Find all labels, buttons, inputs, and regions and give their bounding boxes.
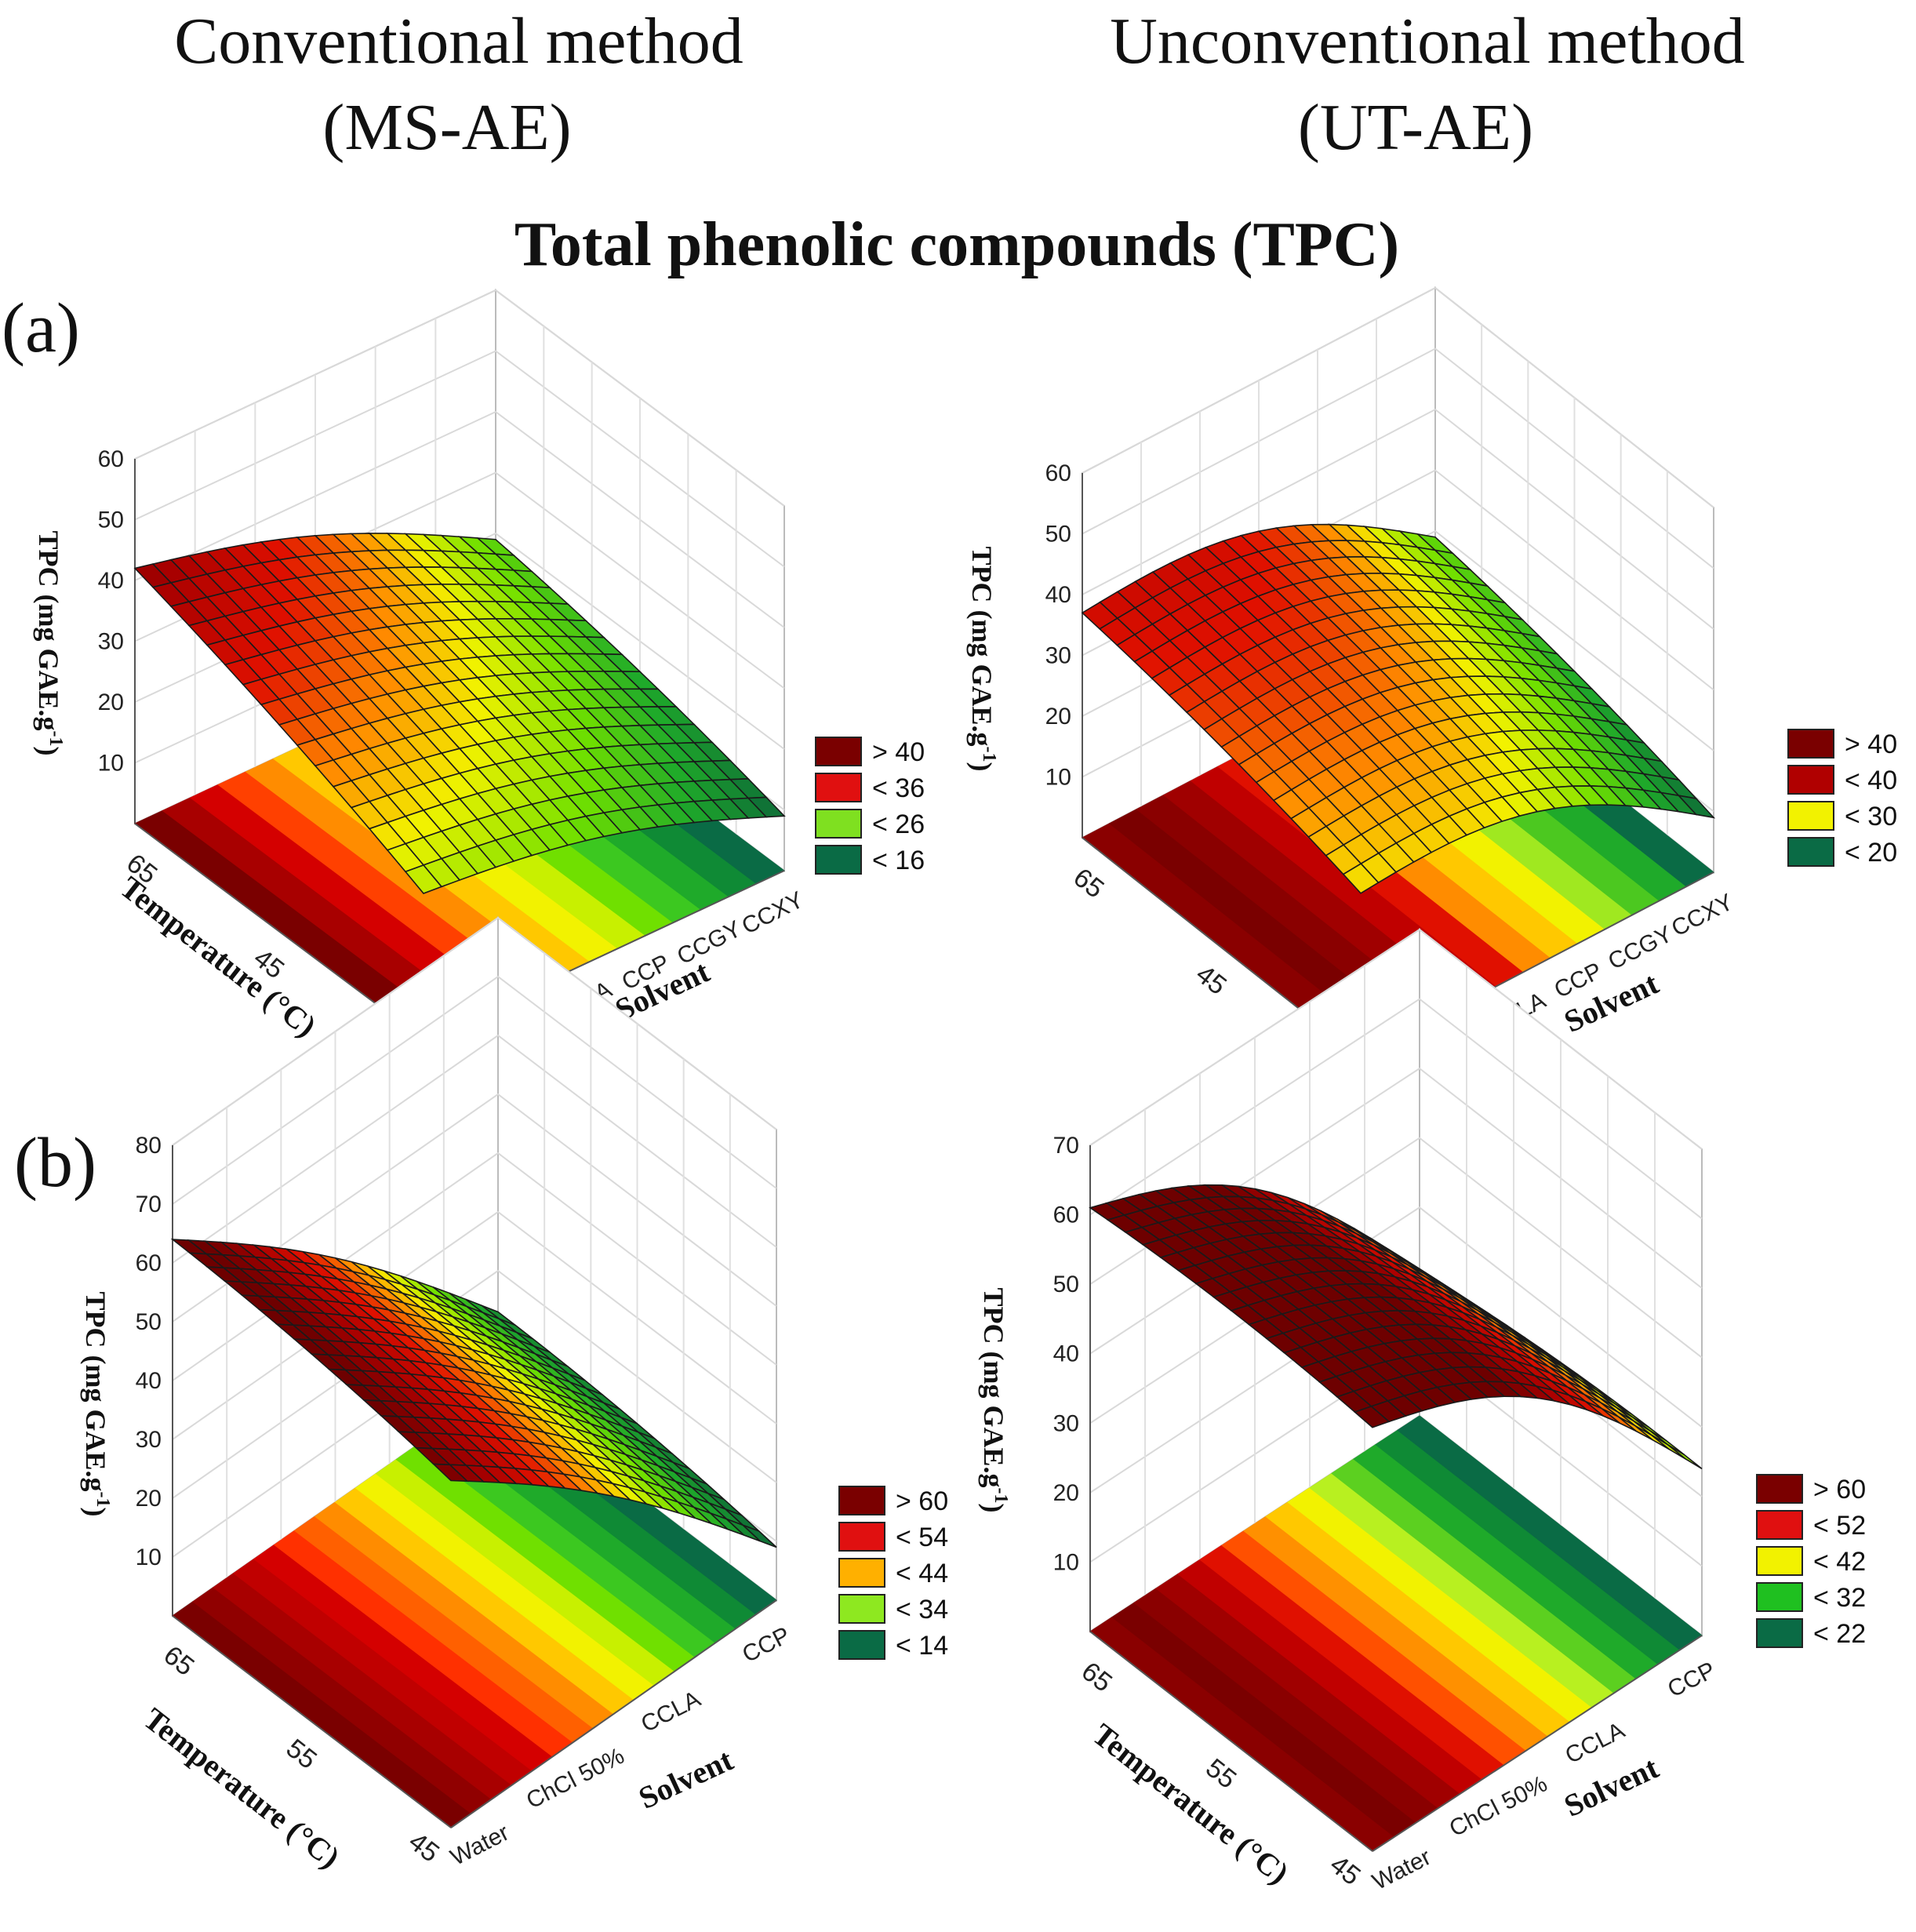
z-tick-label: 60 [136,1250,162,1276]
z-tick-label: 30 [1045,643,1071,669]
surface-cell [1353,1405,1391,1428]
legend-swatch [1787,801,1834,831]
z-tick-label: 20 [98,689,124,715]
legend-label: < 52 [1813,1511,1866,1541]
z-tick-label: 40 [1053,1341,1079,1367]
left-title-line2: (MS-AE) [322,91,571,164]
surface-cell [404,864,443,894]
z-axis-title-main: TPC (mg GAE.g [33,531,64,731]
legend-swatch [815,737,862,766]
legend-label: < 44 [896,1559,948,1588]
main-title: Total phenolic compounds (TPC) [514,210,1399,279]
z-axis-title-sup: -1 [93,1492,113,1508]
legend-swatch [838,1486,885,1515]
legend-swatch [1756,1546,1803,1576]
legend-label: < 22 [1813,1619,1866,1649]
z-tick-label: 70 [1053,1133,1079,1159]
z-axis-title: TPC (mg GAE.g-1) [966,547,999,772]
z-tick-label: 10 [1053,1549,1079,1575]
z-tick-label: 30 [1053,1410,1079,1436]
panel-a-label: (a) [2,289,80,367]
legend-label: < 40 [1845,766,1897,795]
legend-swatch [815,773,862,802]
panel-b-label: (b) [14,1124,96,1202]
z-tick-label: 20 [136,1486,162,1512]
legend-label: < 54 [896,1523,948,1552]
z-tick-label: 60 [1045,460,1071,486]
legend-swatch [838,1558,885,1588]
legend-swatch [838,1630,885,1660]
chart-a-conventional: 102030405060654525WaterChCl50%CCLACCPCCG… [33,289,925,1087]
z-tick-label: 60 [98,446,124,472]
z-tick-label: 70 [136,1192,162,1217]
z-tick-label: 10 [136,1545,162,1570]
legend-swatch [815,845,862,875]
z-tick-label: 10 [98,751,124,777]
surface-cell [431,1463,469,1483]
z-tick-label: 50 [1045,522,1071,548]
legend-label: < 26 [872,810,925,839]
z-tick-label: 50 [98,508,124,533]
legend-label: > 40 [1845,730,1897,759]
z-axis-title-sup: -1 [991,1488,1011,1504]
y-axis-line [450,1599,777,1828]
legend-label: < 42 [1813,1547,1866,1577]
y-axis-line [1372,1635,1703,1852]
z-axis-title: TPC (mg GAE.g-1) [33,531,66,756]
legend-swatch [838,1594,885,1624]
z-axis-title-main: TPC (mg GAE.g [978,1288,1009,1488]
legend-label: < 16 [872,846,925,875]
legend-label: < 32 [1813,1583,1866,1613]
z-tick-label: 10 [1045,765,1071,791]
z-tick-label: 60 [1053,1202,1079,1228]
x-axis-line [1089,1631,1373,1852]
legend-swatch [1787,729,1834,759]
z-axis-title-end: ) [978,1504,1009,1513]
surface-cell [1342,863,1380,894]
z-axis-title-main: TPC (mg GAE.g [80,1292,111,1492]
legend-swatch [1756,1582,1803,1612]
z-tick-label: 50 [1053,1272,1079,1297]
legend-label: > 60 [896,1486,948,1516]
z-tick-label: 20 [1053,1480,1079,1506]
legend-label: > 60 [1813,1475,1866,1504]
z-tick-label: 50 [136,1309,162,1335]
z-tick-label: 40 [1045,582,1071,608]
legend-label: > 40 [872,737,925,767]
legend-swatch [815,809,862,839]
z-axis-title-end: ) [966,762,998,772]
legend-label: < 30 [1845,802,1897,831]
z-tick-label: 30 [98,629,124,655]
right-title-line2: (UT-AE) [1298,91,1533,164]
legend-swatch [838,1522,885,1552]
z-tick-label: 80 [136,1133,162,1159]
legend-swatch [1787,765,1834,795]
legend-swatch [1756,1618,1803,1648]
legend-swatch [1756,1510,1803,1540]
x-axis-line [172,1615,452,1828]
z-tick-label: 20 [1045,704,1071,730]
legend-label: < 14 [896,1631,948,1661]
z-axis-title-end: ) [80,1508,111,1517]
right-title-line1: Unconventional method [1110,5,1744,78]
z-tick-label: 40 [98,568,124,594]
z-tick-label: 40 [136,1368,162,1394]
z-axis-title-sup: -1 [45,731,66,747]
z-axis-title: TPC (mg GAE.g-1) [978,1288,1011,1513]
legend-label: < 20 [1845,838,1897,868]
legend-swatch [1787,837,1834,867]
z-tick-label: 30 [136,1427,162,1453]
z-axis-title: TPC (mg GAE.g-1) [80,1292,113,1517]
legend-swatch [1756,1474,1803,1504]
z-axis-title-main: TPC (mg GAE.g [966,547,998,747]
legend-label: < 36 [872,773,925,803]
z-axis-title-end: ) [33,747,64,756]
z-axis-title-sup: -1 [979,747,999,762]
left-title-line1: Conventional method [174,5,743,78]
legend-label: < 34 [896,1595,948,1625]
